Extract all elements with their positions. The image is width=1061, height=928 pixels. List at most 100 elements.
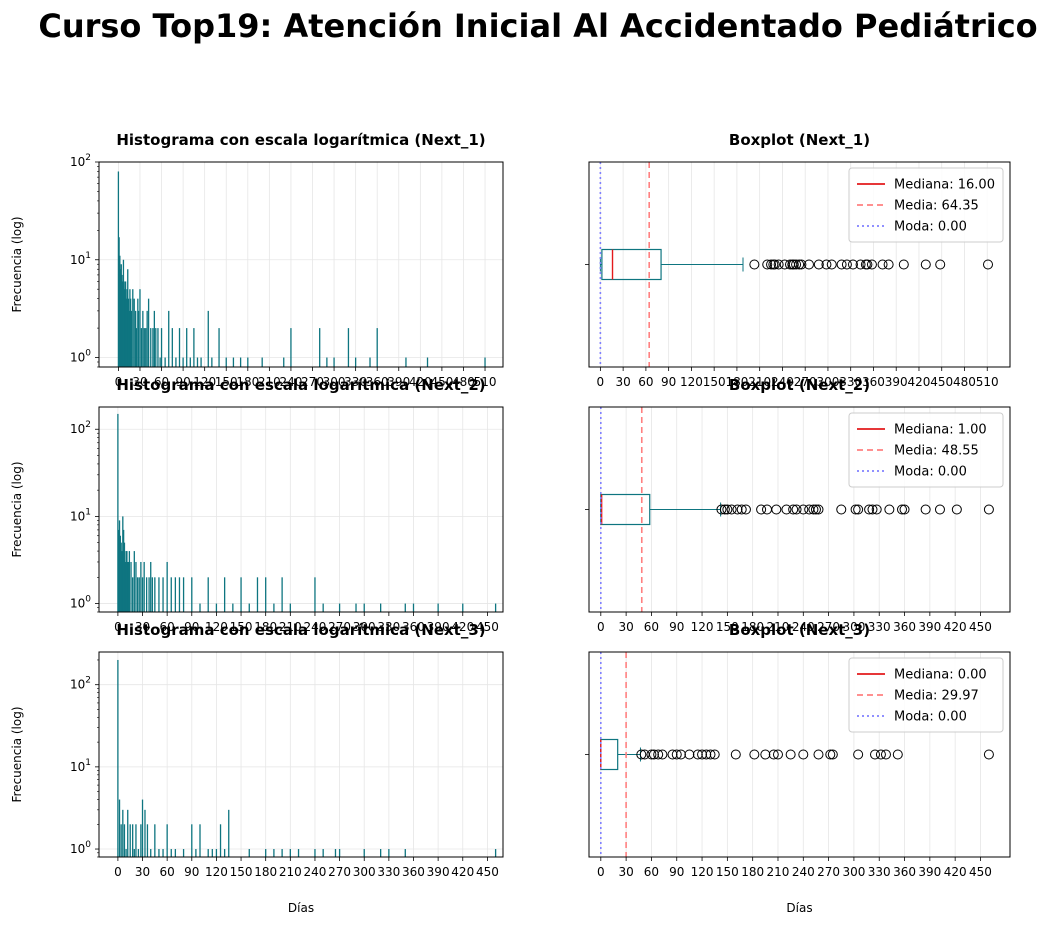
figure-title: Curso Top19: Atención Inicial Al Acciden… [38, 7, 1037, 45]
histogram-bar [127, 561, 130, 612]
outlier-point [877, 259, 888, 270]
histogram-bar [135, 561, 137, 612]
outlier-point [884, 504, 895, 515]
x-tick-label: 330 [868, 620, 891, 634]
histogram-bar [145, 577, 148, 612]
histogram-bar [215, 603, 218, 612]
histogram-bar [153, 310, 156, 367]
histogram-bar [376, 328, 378, 367]
histogram-bar [127, 809, 129, 857]
histogram-bar [225, 357, 227, 367]
histogram-bar [152, 328, 154, 367]
x-tick-label: 90 [184, 865, 199, 879]
x-tick-label: 240 [792, 865, 815, 879]
histogram-bar [354, 357, 357, 367]
outlier-point [709, 749, 720, 760]
histogram-bar [123, 281, 125, 367]
outlier-point [730, 749, 741, 760]
histogram-bar [380, 849, 382, 857]
x-tick-label: 300 [816, 375, 839, 389]
histogram-bar [117, 659, 119, 857]
x-tick-label: 90 [669, 620, 684, 634]
histogram-bar [120, 542, 122, 612]
histogram-bar [228, 809, 230, 857]
x-tick-label: 150 [716, 620, 739, 634]
histogram-bar [117, 171, 120, 367]
histogram-bar [125, 551, 127, 612]
outlier-point [667, 749, 678, 760]
histogram-bar [129, 824, 131, 857]
subplot-title: Boxplot (Next_2) [729, 376, 870, 394]
histogram-bar [211, 357, 213, 367]
histogram-bar [171, 328, 173, 367]
histogram-bar [333, 357, 335, 367]
legend-entry: Mediana: 16.00 [894, 178, 995, 193]
outlier-point [671, 749, 682, 760]
histogram-bar [334, 849, 337, 857]
outlier-point [726, 504, 737, 515]
outlier-point [762, 504, 773, 515]
legend-box [848, 412, 1004, 488]
outlier-point [722, 504, 733, 515]
outlier-point [935, 259, 946, 270]
histogram-bar [207, 849, 209, 857]
histogram-bar [154, 824, 156, 857]
x-tick-label: 60 [160, 620, 175, 634]
x-tick-label: 270 [301, 375, 324, 389]
histogram-bar [178, 328, 181, 367]
x-tick-label: 390 [427, 865, 450, 879]
histogram-bar [137, 298, 139, 367]
x-tick-label: 0 [597, 865, 605, 879]
histogram-bar [426, 357, 429, 367]
histogram-bar [193, 328, 195, 367]
outlier-point [897, 504, 908, 515]
histogram-bar [166, 561, 168, 612]
histogram-bar [122, 516, 124, 612]
outlier-point [883, 259, 894, 270]
histogram-bar [118, 529, 120, 612]
histogram-bar [289, 603, 291, 612]
x-tick-label: 30 [618, 620, 633, 634]
histogram-bar [122, 809, 124, 857]
histogram-bar [118, 237, 120, 367]
x-tick-label: 330 [839, 375, 862, 389]
histogram-bar [363, 849, 365, 857]
histogram-bar [157, 328, 159, 367]
x-tick-label: 90 [175, 375, 190, 389]
box-iqr [601, 248, 662, 281]
legend-entry: Media: 29.97 [894, 689, 979, 704]
histogram-bar [136, 577, 139, 612]
outlier-point [769, 259, 780, 270]
subplot-title: Histograma con escala logarítmica (Next_… [116, 131, 485, 149]
histogram-bar [347, 328, 350, 367]
x-tick-label: 270 [328, 620, 351, 634]
histogram-bar [126, 551, 128, 612]
outlier-point [864, 504, 875, 515]
histogram-bar [144, 809, 146, 857]
outlier-point [675, 749, 686, 760]
legend-box [848, 167, 1004, 243]
x-tick-label: 450 [969, 620, 992, 634]
outlier-point [855, 259, 866, 270]
histogram-bar [189, 357, 191, 367]
outlier-point [760, 749, 771, 760]
legend-entry: Mediana: 0.00 [894, 668, 987, 683]
axes-frame [98, 651, 504, 858]
histogram-bar [191, 824, 193, 857]
legend-entry: Moda: 0.00 [894, 220, 967, 235]
x-tick-label: 60 [644, 620, 659, 634]
outlier-point [813, 749, 824, 760]
x-tick-label: 90 [184, 620, 199, 634]
histogram-bar [146, 824, 149, 857]
legend-entry: Media: 64.35 [894, 199, 979, 214]
outlier-point [768, 749, 779, 760]
histogram-bar [142, 310, 144, 367]
subplot-title: Histograma con escala logarítmica (Next_… [116, 376, 485, 394]
histogram-bar [138, 577, 140, 612]
outlier-point [810, 504, 821, 515]
histogram-bar [133, 849, 135, 857]
x-tick-label: 30 [135, 620, 150, 634]
histogram-bar [363, 603, 365, 612]
histogram-bar [150, 849, 152, 857]
x-tick-label: 210 [279, 865, 302, 879]
